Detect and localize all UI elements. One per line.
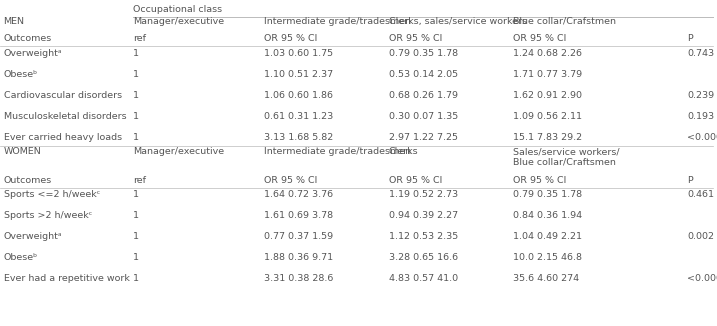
Text: OR 95 % CI: OR 95 % CI — [389, 176, 442, 185]
Text: Musculoskeletal disorders: Musculoskeletal disorders — [4, 112, 126, 121]
Text: 1.09 0.56 2.11: 1.09 0.56 2.11 — [513, 112, 581, 121]
Text: 0.68 0.26 1.79: 0.68 0.26 1.79 — [389, 91, 457, 100]
Text: 1: 1 — [133, 133, 138, 142]
Text: 1.61 0.69 3.78: 1.61 0.69 3.78 — [264, 211, 333, 220]
Text: 0.84 0.36 1.94: 0.84 0.36 1.94 — [513, 211, 581, 220]
Text: Blue collar/Crafstmen: Blue collar/Crafstmen — [513, 17, 616, 26]
Text: OR 95 % CI: OR 95 % CI — [513, 34, 566, 43]
Text: Outcomes: Outcomes — [4, 34, 52, 43]
Text: OR 95 % CI: OR 95 % CI — [513, 176, 566, 185]
Text: WOMEN: WOMEN — [4, 147, 42, 156]
Text: 1.04 0.49 2.21: 1.04 0.49 2.21 — [513, 232, 581, 241]
Text: P: P — [687, 176, 693, 185]
Text: 35.6 4.60 274: 35.6 4.60 274 — [513, 274, 579, 283]
Text: Sports >2 h/weekᶜ: Sports >2 h/weekᶜ — [4, 211, 92, 220]
Text: 4.83 0.57 41.0: 4.83 0.57 41.0 — [389, 274, 457, 283]
Text: 0.53 0.14 2.05: 0.53 0.14 2.05 — [389, 70, 457, 79]
Text: 1.62 0.91 2.90: 1.62 0.91 2.90 — [513, 91, 581, 100]
Text: 0.79 0.35 1.78: 0.79 0.35 1.78 — [389, 49, 457, 58]
Text: 3.28 0.65 16.6: 3.28 0.65 16.6 — [389, 253, 457, 262]
Text: 1.19 0.52 2.73: 1.19 0.52 2.73 — [389, 190, 457, 199]
Text: Overweightᵃ: Overweightᵃ — [4, 49, 62, 58]
Text: 3.13 1.68 5.82: 3.13 1.68 5.82 — [264, 133, 333, 142]
Text: 1: 1 — [133, 190, 138, 199]
Text: 1.10 0.51 2.37: 1.10 0.51 2.37 — [264, 70, 333, 79]
Text: 1.06 0.60 1.86: 1.06 0.60 1.86 — [264, 91, 333, 100]
Text: 0.239: 0.239 — [687, 91, 714, 100]
Text: ref: ref — [133, 176, 146, 185]
Text: P: P — [687, 34, 693, 43]
Text: 0.461: 0.461 — [687, 190, 714, 199]
Text: 0.002: 0.002 — [687, 232, 714, 241]
Text: MEN: MEN — [4, 17, 24, 26]
Text: 0.61 0.31 1.23: 0.61 0.31 1.23 — [264, 112, 333, 121]
Text: 1.03 0.60 1.75: 1.03 0.60 1.75 — [264, 49, 333, 58]
Text: 1.71 0.77 3.79: 1.71 0.77 3.79 — [513, 70, 581, 79]
Text: 1.88 0.36 9.71: 1.88 0.36 9.71 — [264, 253, 333, 262]
Text: 1.24 0.68 2.26: 1.24 0.68 2.26 — [513, 49, 581, 58]
Text: 1: 1 — [133, 49, 138, 58]
Text: <0.0001: <0.0001 — [687, 133, 717, 142]
Text: Outcomes: Outcomes — [4, 176, 52, 185]
Text: OR 95 % CI: OR 95 % CI — [264, 176, 317, 185]
Text: Occupational class: Occupational class — [133, 5, 222, 14]
Text: 1: 1 — [133, 232, 138, 241]
Text: Obeseᵇ: Obeseᵇ — [4, 253, 38, 262]
Text: Sales/service workers/: Sales/service workers/ — [513, 147, 619, 156]
Text: 1: 1 — [133, 274, 138, 283]
Text: Sports <=2 h/weekᶜ: Sports <=2 h/weekᶜ — [4, 190, 100, 199]
Text: Ever carried heavy loads: Ever carried heavy loads — [4, 133, 122, 142]
Text: 2.97 1.22 7.25: 2.97 1.22 7.25 — [389, 133, 457, 142]
Text: Ever had a repetitive work: Ever had a repetitive work — [4, 274, 130, 283]
Text: Intermediate grade/tradesmen: Intermediate grade/tradesmen — [264, 17, 411, 26]
Text: 1: 1 — [133, 253, 138, 262]
Text: <0.0001: <0.0001 — [687, 274, 717, 283]
Text: Blue collar/Craftsmen: Blue collar/Craftsmen — [513, 157, 615, 166]
Text: Clerks, sales/service workers: Clerks, sales/service workers — [389, 17, 526, 26]
Text: 0.743: 0.743 — [687, 49, 714, 58]
Text: Clerks: Clerks — [389, 147, 418, 156]
Text: Obeseᵇ: Obeseᵇ — [4, 70, 38, 79]
Text: 0.193: 0.193 — [687, 112, 714, 121]
Text: 0.77 0.37 1.59: 0.77 0.37 1.59 — [264, 232, 333, 241]
Text: Overweightᵃ: Overweightᵃ — [4, 232, 62, 241]
Text: 1: 1 — [133, 91, 138, 100]
Text: OR 95 % CI: OR 95 % CI — [264, 34, 317, 43]
Text: 1: 1 — [133, 70, 138, 79]
Text: Manager/executive: Manager/executive — [133, 17, 224, 26]
Text: OR 95 % CI: OR 95 % CI — [389, 34, 442, 43]
Text: 3.31 0.38 28.6: 3.31 0.38 28.6 — [264, 274, 333, 283]
Text: Cardiovascular disorders: Cardiovascular disorders — [4, 91, 122, 100]
Text: 15.1 7.83 29.2: 15.1 7.83 29.2 — [513, 133, 581, 142]
Text: 1.64 0.72 3.76: 1.64 0.72 3.76 — [264, 190, 333, 199]
Text: 0.79 0.35 1.78: 0.79 0.35 1.78 — [513, 190, 581, 199]
Text: 0.94 0.39 2.27: 0.94 0.39 2.27 — [389, 211, 457, 220]
Text: ref: ref — [133, 34, 146, 43]
Text: 1: 1 — [133, 112, 138, 121]
Text: Manager/executive: Manager/executive — [133, 147, 224, 156]
Text: 0.30 0.07 1.35: 0.30 0.07 1.35 — [389, 112, 458, 121]
Text: Intermediate grade/tradesmen: Intermediate grade/tradesmen — [264, 147, 411, 156]
Text: 1.12 0.53 2.35: 1.12 0.53 2.35 — [389, 232, 458, 241]
Text: 10.0 2.15 46.8: 10.0 2.15 46.8 — [513, 253, 581, 262]
Text: 1: 1 — [133, 211, 138, 220]
